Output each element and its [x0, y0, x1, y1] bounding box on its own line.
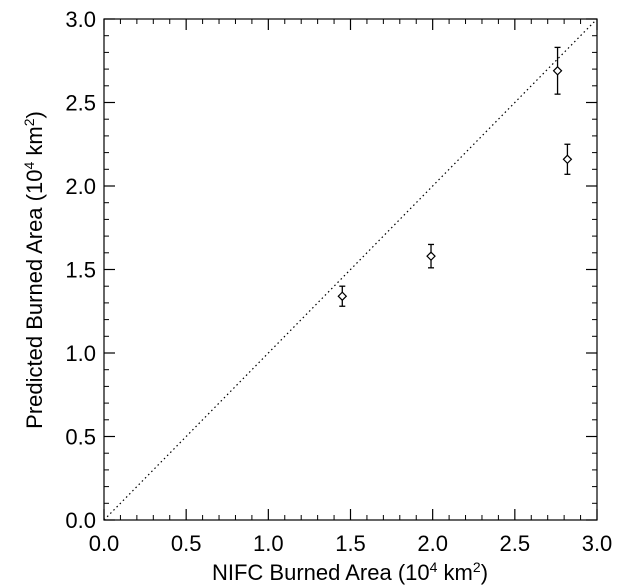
- y-tick-label: 0.5: [65, 425, 96, 450]
- y-axis-ticks: 0.0 0.5 1.0 1.5 2.0 2.5 3.0: [65, 7, 597, 533]
- data-points: [337, 46, 573, 307]
- diamond-marker: [337, 291, 348, 302]
- y-tick-label: 2.5: [65, 91, 96, 116]
- data-point: [426, 243, 436, 269]
- x-tick-label: 0.0: [89, 531, 120, 556]
- x-axis-ticks: 0.0 0.5 1.0 1.5 2.0 2.5 3.0: [89, 19, 613, 556]
- y-tick-label: 2.0: [65, 174, 96, 199]
- data-point: [552, 46, 563, 95]
- x-tick-label: 1.5: [335, 531, 366, 556]
- y-tick-label: 1.5: [65, 258, 96, 283]
- data-point: [562, 143, 573, 175]
- x-axis-title: NIFC Burned Area (104 km2): [212, 559, 488, 585]
- x-tick-label: 3.0: [582, 531, 613, 556]
- y-tick-label: 1.0: [65, 341, 96, 366]
- diamond-marker: [562, 154, 573, 165]
- y-tick-label: 3.0: [65, 7, 96, 32]
- y-axis-title: Predicted Burned Area (104 km2): [21, 111, 47, 429]
- one-to-one-reference-line: [103, 18, 598, 521]
- x-tick-label: 1.0: [253, 531, 284, 556]
- x-tick-label: 2.0: [417, 531, 448, 556]
- x-tick-label: 0.5: [171, 531, 202, 556]
- x-tick-label: 2.5: [500, 531, 531, 556]
- data-point: [337, 285, 348, 307]
- diamond-marker: [426, 251, 436, 261]
- diamond-marker: [552, 65, 563, 76]
- y-tick-label: 0.0: [65, 508, 96, 533]
